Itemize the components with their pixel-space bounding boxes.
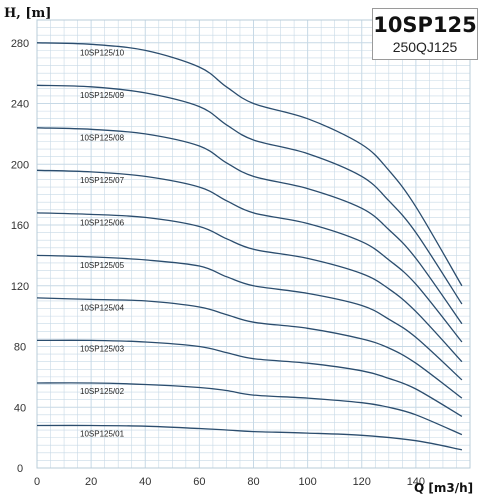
y-tick-label: 280 <box>11 38 29 50</box>
curve-10sp125-03 <box>36 339 463 417</box>
curve-label: 10SP125/01 <box>80 429 125 438</box>
curves <box>36 42 463 451</box>
x-tick-label: 120 <box>353 476 371 488</box>
y-axis-label: H, [m] <box>4 6 52 21</box>
curve-10sp125-01 <box>36 424 463 451</box>
curve-label: 10SP125/07 <box>80 176 125 185</box>
curve-10sp125-06 <box>36 212 463 363</box>
curve-label: 10SP125/09 <box>80 91 125 100</box>
curve-label: 10SP125/10 <box>80 48 125 57</box>
y-tick-label: 240 <box>11 99 29 111</box>
curve-label: 10SP125/05 <box>80 261 125 270</box>
x-tick-label: 140 <box>407 476 425 488</box>
curve-10sp125-10 <box>36 42 463 287</box>
model-title-box: 10SP125 250QJ125 <box>372 8 478 60</box>
axes: 0 20 40 60 80 100 120 140 0 40 80 120 160 200 240 280 <box>11 19 471 488</box>
y-tick-label: 0 <box>17 463 23 475</box>
curve-10sp125-07 <box>36 169 463 343</box>
y-tick-label: 160 <box>11 220 29 232</box>
curve-10sp125-02 <box>36 382 463 436</box>
curve-label: 10SP125/04 <box>80 303 125 312</box>
chart-title: 10SP125 <box>373 13 477 37</box>
x-axis-label: Q [m3/h] <box>414 481 474 495</box>
y-tick-label: 80 <box>14 342 26 354</box>
y-tick-label: 120 <box>11 281 29 293</box>
x-tick-label: 60 <box>193 476 205 488</box>
x-tick-label: 80 <box>247 476 259 488</box>
x-tick-label: 20 <box>85 476 97 488</box>
grid <box>36 19 471 469</box>
curve-label: 10SP125/08 <box>80 133 125 142</box>
curve-10sp125-08 <box>36 127 463 325</box>
y-tick-label: 40 <box>14 402 26 414</box>
curve-10sp125-05 <box>36 254 463 381</box>
y-tick-label: 200 <box>11 159 29 171</box>
chart-subtitle: 250QJ125 <box>392 39 458 55</box>
x-tick-label: 40 <box>139 476 151 488</box>
x-tick-label: 100 <box>298 476 316 488</box>
plot-frame <box>36 19 471 469</box>
curve-label: 10SP125/06 <box>80 218 125 227</box>
x-tick-label: 0 <box>34 476 40 488</box>
curve-labels: 10SP125/01 10SP125/02 10SP125/03 10SP125/04… <box>80 48 125 438</box>
curve-label: 10SP125/02 <box>80 387 125 396</box>
curve-label: 10SP125/03 <box>80 344 125 353</box>
curve-10sp125-09 <box>36 84 463 305</box>
curve-10sp125-04 <box>36 297 463 399</box>
